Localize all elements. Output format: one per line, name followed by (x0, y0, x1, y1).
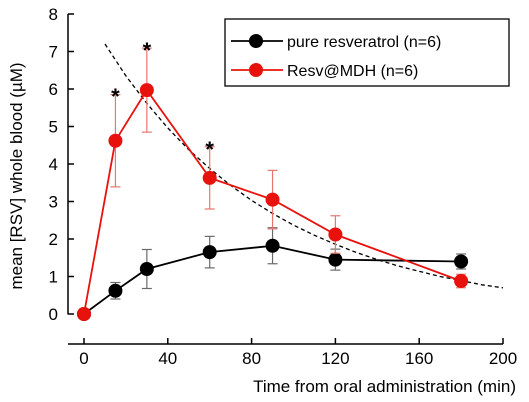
x-tick-label: 120 (321, 349, 349, 368)
data-point-resv-mdh (139, 83, 154, 98)
data-point-resv-mdh (77, 307, 91, 321)
fit-layer (104, 43, 504, 289)
y-tick-label: 1 (49, 268, 58, 287)
y-tick-label: 7 (49, 43, 58, 62)
data-point-pure-resveratrol (202, 245, 217, 260)
fit-curve-line (104, 43, 504, 289)
significance-marker: * (205, 137, 214, 162)
data-point-pure-resveratrol (265, 238, 280, 253)
legend-label-resv-mdh: Resv@MDH (n=6) (287, 63, 418, 80)
x-axis-label: Time from oral administration (min) (253, 377, 516, 396)
data-point-resv-mdh (265, 192, 280, 207)
data-point-pure-resveratrol (139, 262, 154, 276)
legend-marker-resv-mdh (249, 63, 263, 77)
data-point-resv-mdh (108, 133, 123, 148)
y-tick-label: 4 (49, 155, 58, 174)
y-tick-label: 5 (49, 118, 58, 137)
significance-marker: * (111, 84, 120, 109)
y-tick-label: 2 (49, 230, 58, 249)
annotation-layer: * * * (111, 38, 214, 162)
significance-marker: * (143, 38, 152, 63)
series-layer (77, 47, 469, 321)
y-tick-label: 0 (49, 305, 58, 324)
legend-item-pure-resveratrol: pure resveratrol (n=6) (231, 34, 441, 51)
data-point-resv-mdh (328, 227, 343, 242)
series-resv-mdh (77, 47, 469, 321)
y-tick-label: 8 (49, 5, 58, 24)
x-tick-label: 40 (158, 349, 177, 368)
legend-marker-pure-resveratrol (249, 34, 263, 48)
y-axis-label: mean [RSV] whole blood (µM) (7, 62, 26, 289)
x-tick-label: 160 (405, 349, 433, 368)
y-tick-label: 3 (49, 193, 58, 212)
legend-label-pure-resveratrol: pure resveratrol (n=6) (287, 34, 441, 51)
x-tick-label: 200 (489, 349, 517, 368)
data-point-resv-mdh (202, 170, 217, 185)
x-tick-label: 0 (79, 349, 88, 368)
data-point-pure-resveratrol (328, 252, 343, 267)
legend-item-resv-mdh: Resv@MDH (n=6) (231, 63, 418, 80)
legend: pure resveratrol (n=6) Resv@MDH (n=6) (224, 18, 510, 87)
x-tick-label: 80 (242, 349, 261, 368)
legend-box (224, 18, 510, 87)
data-point-pure-resveratrol (108, 283, 123, 298)
data-point-resv-mdh (454, 274, 469, 288)
data-point-pure-resveratrol (454, 254, 469, 269)
series-pure-resveratrol (77, 227, 469, 321)
y-tick-label: 6 (49, 80, 58, 99)
